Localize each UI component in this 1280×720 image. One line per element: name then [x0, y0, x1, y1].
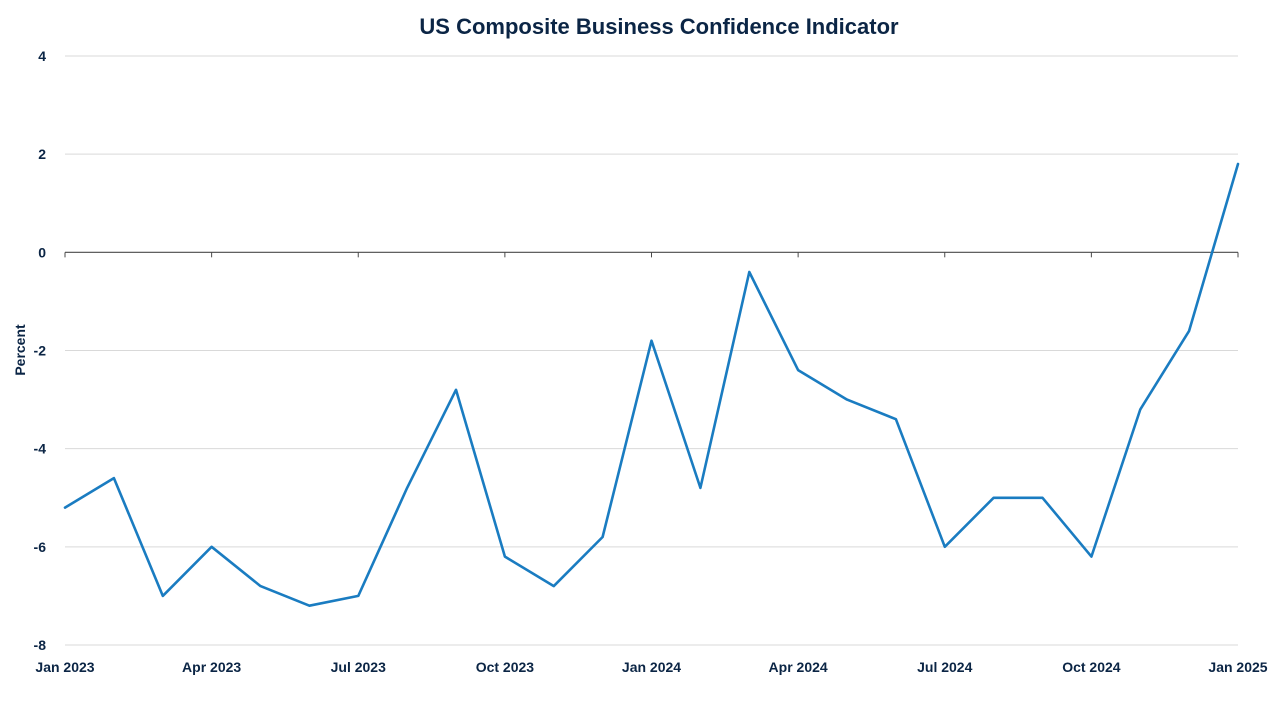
series-line [63, 162, 1240, 608]
data-point [355, 593, 361, 599]
data-point [1088, 554, 1094, 560]
data-point [502, 554, 508, 560]
data-point [991, 495, 997, 501]
data-point [1186, 328, 1192, 334]
data-point [697, 485, 703, 491]
y-tick-label: 0 [38, 244, 46, 260]
data-point [62, 505, 68, 511]
gridlines [65, 55, 1238, 646]
y-axis-label: Percent [12, 324, 28, 376]
series-layer [62, 161, 1241, 609]
data-point [746, 269, 752, 275]
data-point [893, 416, 899, 422]
data-point [844, 397, 850, 403]
y-tick-label: -2 [34, 343, 47, 359]
y-tick-label: -4 [34, 441, 47, 457]
data-point [306, 603, 312, 609]
x-tick-label: Apr 2024 [769, 659, 828, 675]
data-point [209, 544, 215, 550]
data-point [258, 583, 264, 589]
x-axis-ticks: Jan 2023 Apr 2023 Jul 2023 Oct 2023 Jan 2024… [35, 252, 1268, 675]
chart-title: US Composite Business Confidence Indicat… [419, 14, 899, 39]
x-tick-label: Apr 2023 [182, 659, 241, 675]
data-point [111, 475, 117, 481]
x-tick-label: Oct 2024 [1062, 659, 1121, 675]
data-point [600, 534, 606, 540]
x-tick-label: Jan 2024 [622, 659, 681, 675]
x-tick-label: Oct 2023 [476, 659, 535, 675]
data-point [795, 367, 801, 373]
x-tick-label: Jul 2024 [917, 659, 972, 675]
y-tick-label: -8 [34, 637, 47, 653]
x-tick-label: Jan 2023 [35, 659, 94, 675]
y-tick-label: -6 [34, 539, 47, 555]
x-tick-label: Jan 2025 [1208, 659, 1267, 675]
data-point [160, 593, 166, 599]
data-point [404, 485, 410, 491]
data-point [551, 583, 557, 589]
y-tick-label: 4 [38, 48, 46, 64]
x-tick-label: Jul 2023 [331, 659, 386, 675]
data-point [649, 338, 655, 344]
data-point [1235, 161, 1241, 167]
data-point [1137, 406, 1143, 412]
data-point [942, 544, 948, 550]
y-axis-ticks: 4 2 0 -2 -4 -6 -8 [34, 48, 47, 653]
data-point [453, 387, 459, 393]
y-tick-label: 2 [38, 146, 46, 162]
data-point [1040, 495, 1046, 501]
